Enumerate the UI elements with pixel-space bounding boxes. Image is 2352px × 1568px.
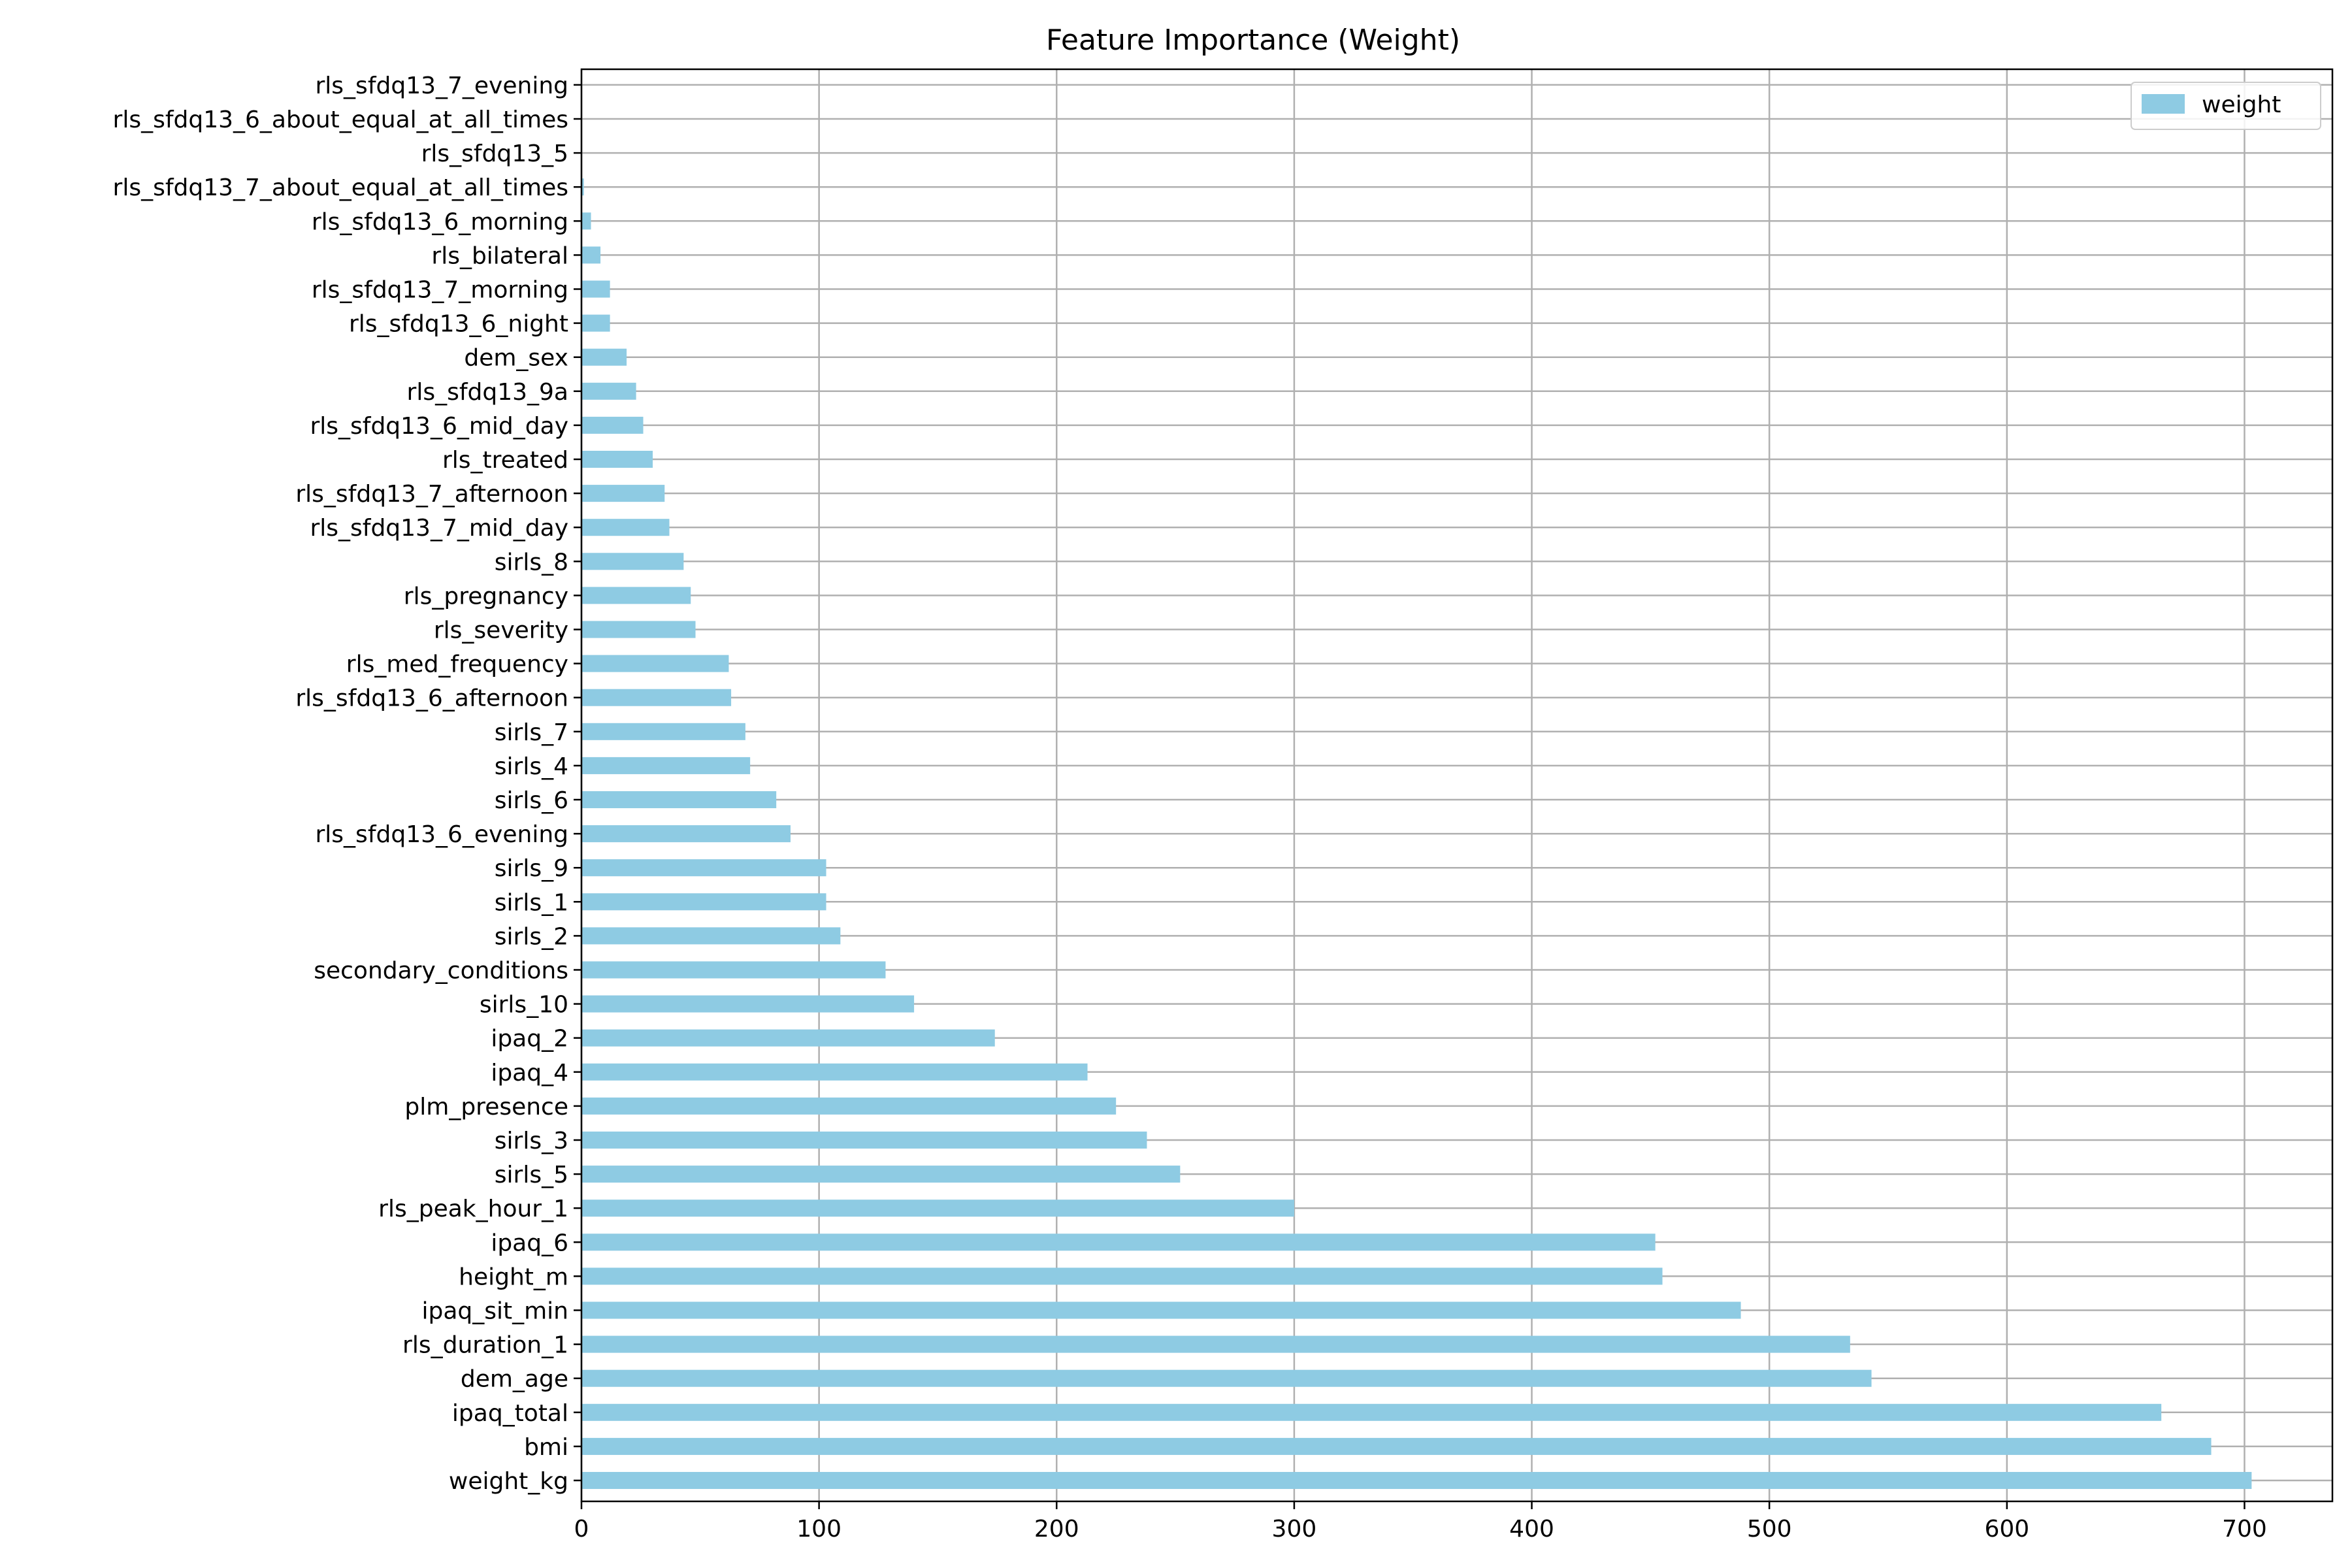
x-tick-label: 300 bbox=[1272, 1516, 1317, 1543]
x-tick-label: 0 bbox=[574, 1516, 589, 1543]
legend-label: weight bbox=[2202, 91, 2281, 118]
x-tick-label: 400 bbox=[1509, 1516, 1554, 1543]
y-tick-label: sirls_9 bbox=[495, 855, 568, 882]
bar-rls_sfdq13_6_morning bbox=[581, 212, 591, 230]
x-tick-label: 600 bbox=[1984, 1516, 2029, 1543]
bar-sirls_8 bbox=[581, 553, 684, 570]
y-tick-label: sirls_5 bbox=[495, 1162, 568, 1188]
y-tick-label: sirls_3 bbox=[495, 1128, 568, 1154]
bar-ipaq_6 bbox=[581, 1233, 1656, 1251]
bar-ipaq_2 bbox=[581, 1029, 995, 1047]
bar-rls_sfdq13_9a bbox=[581, 382, 636, 400]
x-tick-label: 700 bbox=[2222, 1516, 2267, 1543]
bar-sirls_6 bbox=[581, 791, 777, 809]
y-tick-label: weight_kg bbox=[449, 1468, 568, 1495]
x-tick-label: 100 bbox=[796, 1516, 841, 1543]
y-tick-label: sirls_7 bbox=[495, 719, 568, 746]
bar-sirls_7 bbox=[581, 723, 745, 740]
bar-secondary_conditions bbox=[581, 961, 886, 979]
bar-weight_kg bbox=[581, 1471, 2252, 1490]
bars bbox=[581, 178, 2252, 1490]
bar-bmi bbox=[581, 1437, 2212, 1455]
y-tick-label: plm_presence bbox=[404, 1094, 568, 1120]
bar-sirls_9 bbox=[581, 859, 826, 877]
bar-sirls_10 bbox=[581, 995, 915, 1013]
y-tick-label: rls_sfdq13_9a bbox=[407, 379, 568, 406]
y-tick-label: secondary_conditions bbox=[314, 958, 568, 985]
y-tick-label: rls_peak_hour_1 bbox=[378, 1196, 568, 1222]
bar-ipaq_total bbox=[581, 1403, 2162, 1421]
y-tick-label: rls_sfdq13_6_mid_day bbox=[310, 413, 568, 440]
y-tick-label: sirls_6 bbox=[495, 787, 568, 814]
bar-dem_sex bbox=[581, 348, 627, 366]
y-tick-label: ipaq_sit_min bbox=[421, 1298, 568, 1325]
y-tick-labels: weight_kg bmi ipaq_total dem_age rls_duratio… bbox=[113, 73, 581, 1495]
x-tick-label: 200 bbox=[1034, 1516, 1079, 1543]
y-tick-label: rls_duration_1 bbox=[402, 1332, 568, 1359]
bar-rls_sfdq13_7_about_equal_at_all_times bbox=[581, 178, 584, 196]
y-tick-label: ipaq_total bbox=[452, 1400, 568, 1427]
y-tick-label: rls_sfdq13_7_evening bbox=[316, 73, 569, 99]
y-tick-label: rls_bilateral bbox=[431, 242, 568, 269]
y-tick-label: ipaq_6 bbox=[491, 1230, 568, 1256]
y-tick-label: rls_sfdq13_6_morning bbox=[312, 208, 568, 235]
bar-rls_sfdq13_6_night bbox=[581, 314, 610, 332]
bar-rls_sfdq13_6_afternoon bbox=[581, 689, 732, 706]
bar-dem_age bbox=[581, 1369, 1872, 1387]
y-tick-label: height_m bbox=[459, 1264, 568, 1290]
y-tick-label: dem_sex bbox=[464, 345, 568, 372]
bar-ipaq_sit_min bbox=[581, 1301, 1741, 1319]
y-tick-label: rls_sfdq13_6_about_equal_at_all_times bbox=[113, 106, 568, 133]
bar-sirls_5 bbox=[581, 1166, 1181, 1183]
bar-rls_peak_hour_1 bbox=[581, 1200, 1294, 1217]
y-tick-label: rls_sfdq13_5 bbox=[421, 140, 568, 167]
y-tick-label: sirls_4 bbox=[495, 753, 568, 780]
y-tick-label: rls_treated bbox=[442, 447, 568, 474]
bar-rls_sfdq13_6_evening bbox=[581, 825, 791, 843]
y-tick-label: rls_sfdq13_7_mid_day bbox=[310, 515, 568, 542]
y-tick-label: rls_sfdq13_6_afternoon bbox=[295, 685, 568, 712]
bar-rls_treated bbox=[581, 450, 653, 468]
y-tick-label: rls_med_frequency bbox=[346, 651, 568, 678]
bar-rls_pregnancy bbox=[581, 587, 691, 604]
bar-rls_duration_1 bbox=[581, 1335, 1850, 1353]
bar-rls_sfdq13_7_afternoon bbox=[581, 485, 665, 502]
plot-frame bbox=[580, 68, 2334, 1503]
y-tick-label: ipaq_4 bbox=[491, 1060, 568, 1086]
bar-sirls_2 bbox=[581, 927, 841, 945]
y-tick-label: rls_sfdq13_7_about_equal_at_all_times bbox=[113, 174, 568, 201]
bar-height_m bbox=[581, 1267, 1663, 1285]
y-tick-label: rls_sfdq13_7_morning bbox=[312, 277, 568, 304]
legend-swatch bbox=[2142, 94, 2185, 114]
y-tick-label: bmi bbox=[524, 1434, 568, 1461]
x-tick-label: 500 bbox=[1747, 1516, 1792, 1543]
y-tick-label: ipaq_2 bbox=[491, 1026, 568, 1053]
bar-plm_presence bbox=[581, 1097, 1117, 1115]
bar-sirls_3 bbox=[581, 1131, 1147, 1149]
y-tick-label: rls_severity bbox=[434, 617, 568, 644]
y-tick-label: rls_sfdq13_6_night bbox=[349, 311, 568, 338]
bar-rls_sfdq13_6_mid_day bbox=[581, 416, 644, 434]
y-tick-label: dem_age bbox=[461, 1366, 568, 1393]
y-tick-label: rls_pregnancy bbox=[404, 583, 568, 610]
y-tick-label: sirls_8 bbox=[495, 549, 568, 576]
legend: weight bbox=[2131, 82, 2321, 130]
y-tick-label: rls_sfdq13_7_afternoon bbox=[295, 481, 568, 508]
bar-rls_bilateral bbox=[581, 246, 601, 264]
chart-title: Feature Importance (Weight) bbox=[1046, 24, 1460, 57]
bar-sirls_1 bbox=[581, 893, 826, 911]
bar-rls_sfdq13_7_morning bbox=[581, 280, 610, 298]
y-tick-label: rls_sfdq13_6_evening bbox=[316, 821, 569, 848]
y-tick-label: sirls_10 bbox=[480, 992, 568, 1019]
bar-sirls_4 bbox=[581, 757, 751, 774]
x-tick-labels: 0 100 200 300 400 500 600 700 bbox=[574, 1501, 2267, 1543]
bar-ipaq_4 bbox=[581, 1063, 1088, 1081]
y-tick-label: sirls_2 bbox=[495, 923, 568, 950]
bar-rls_severity bbox=[581, 621, 696, 638]
y-tick-label: sirls_1 bbox=[495, 889, 568, 916]
bar-rls_sfdq13_7_mid_day bbox=[581, 519, 670, 536]
bar-rls_med_frequency bbox=[581, 655, 729, 672]
